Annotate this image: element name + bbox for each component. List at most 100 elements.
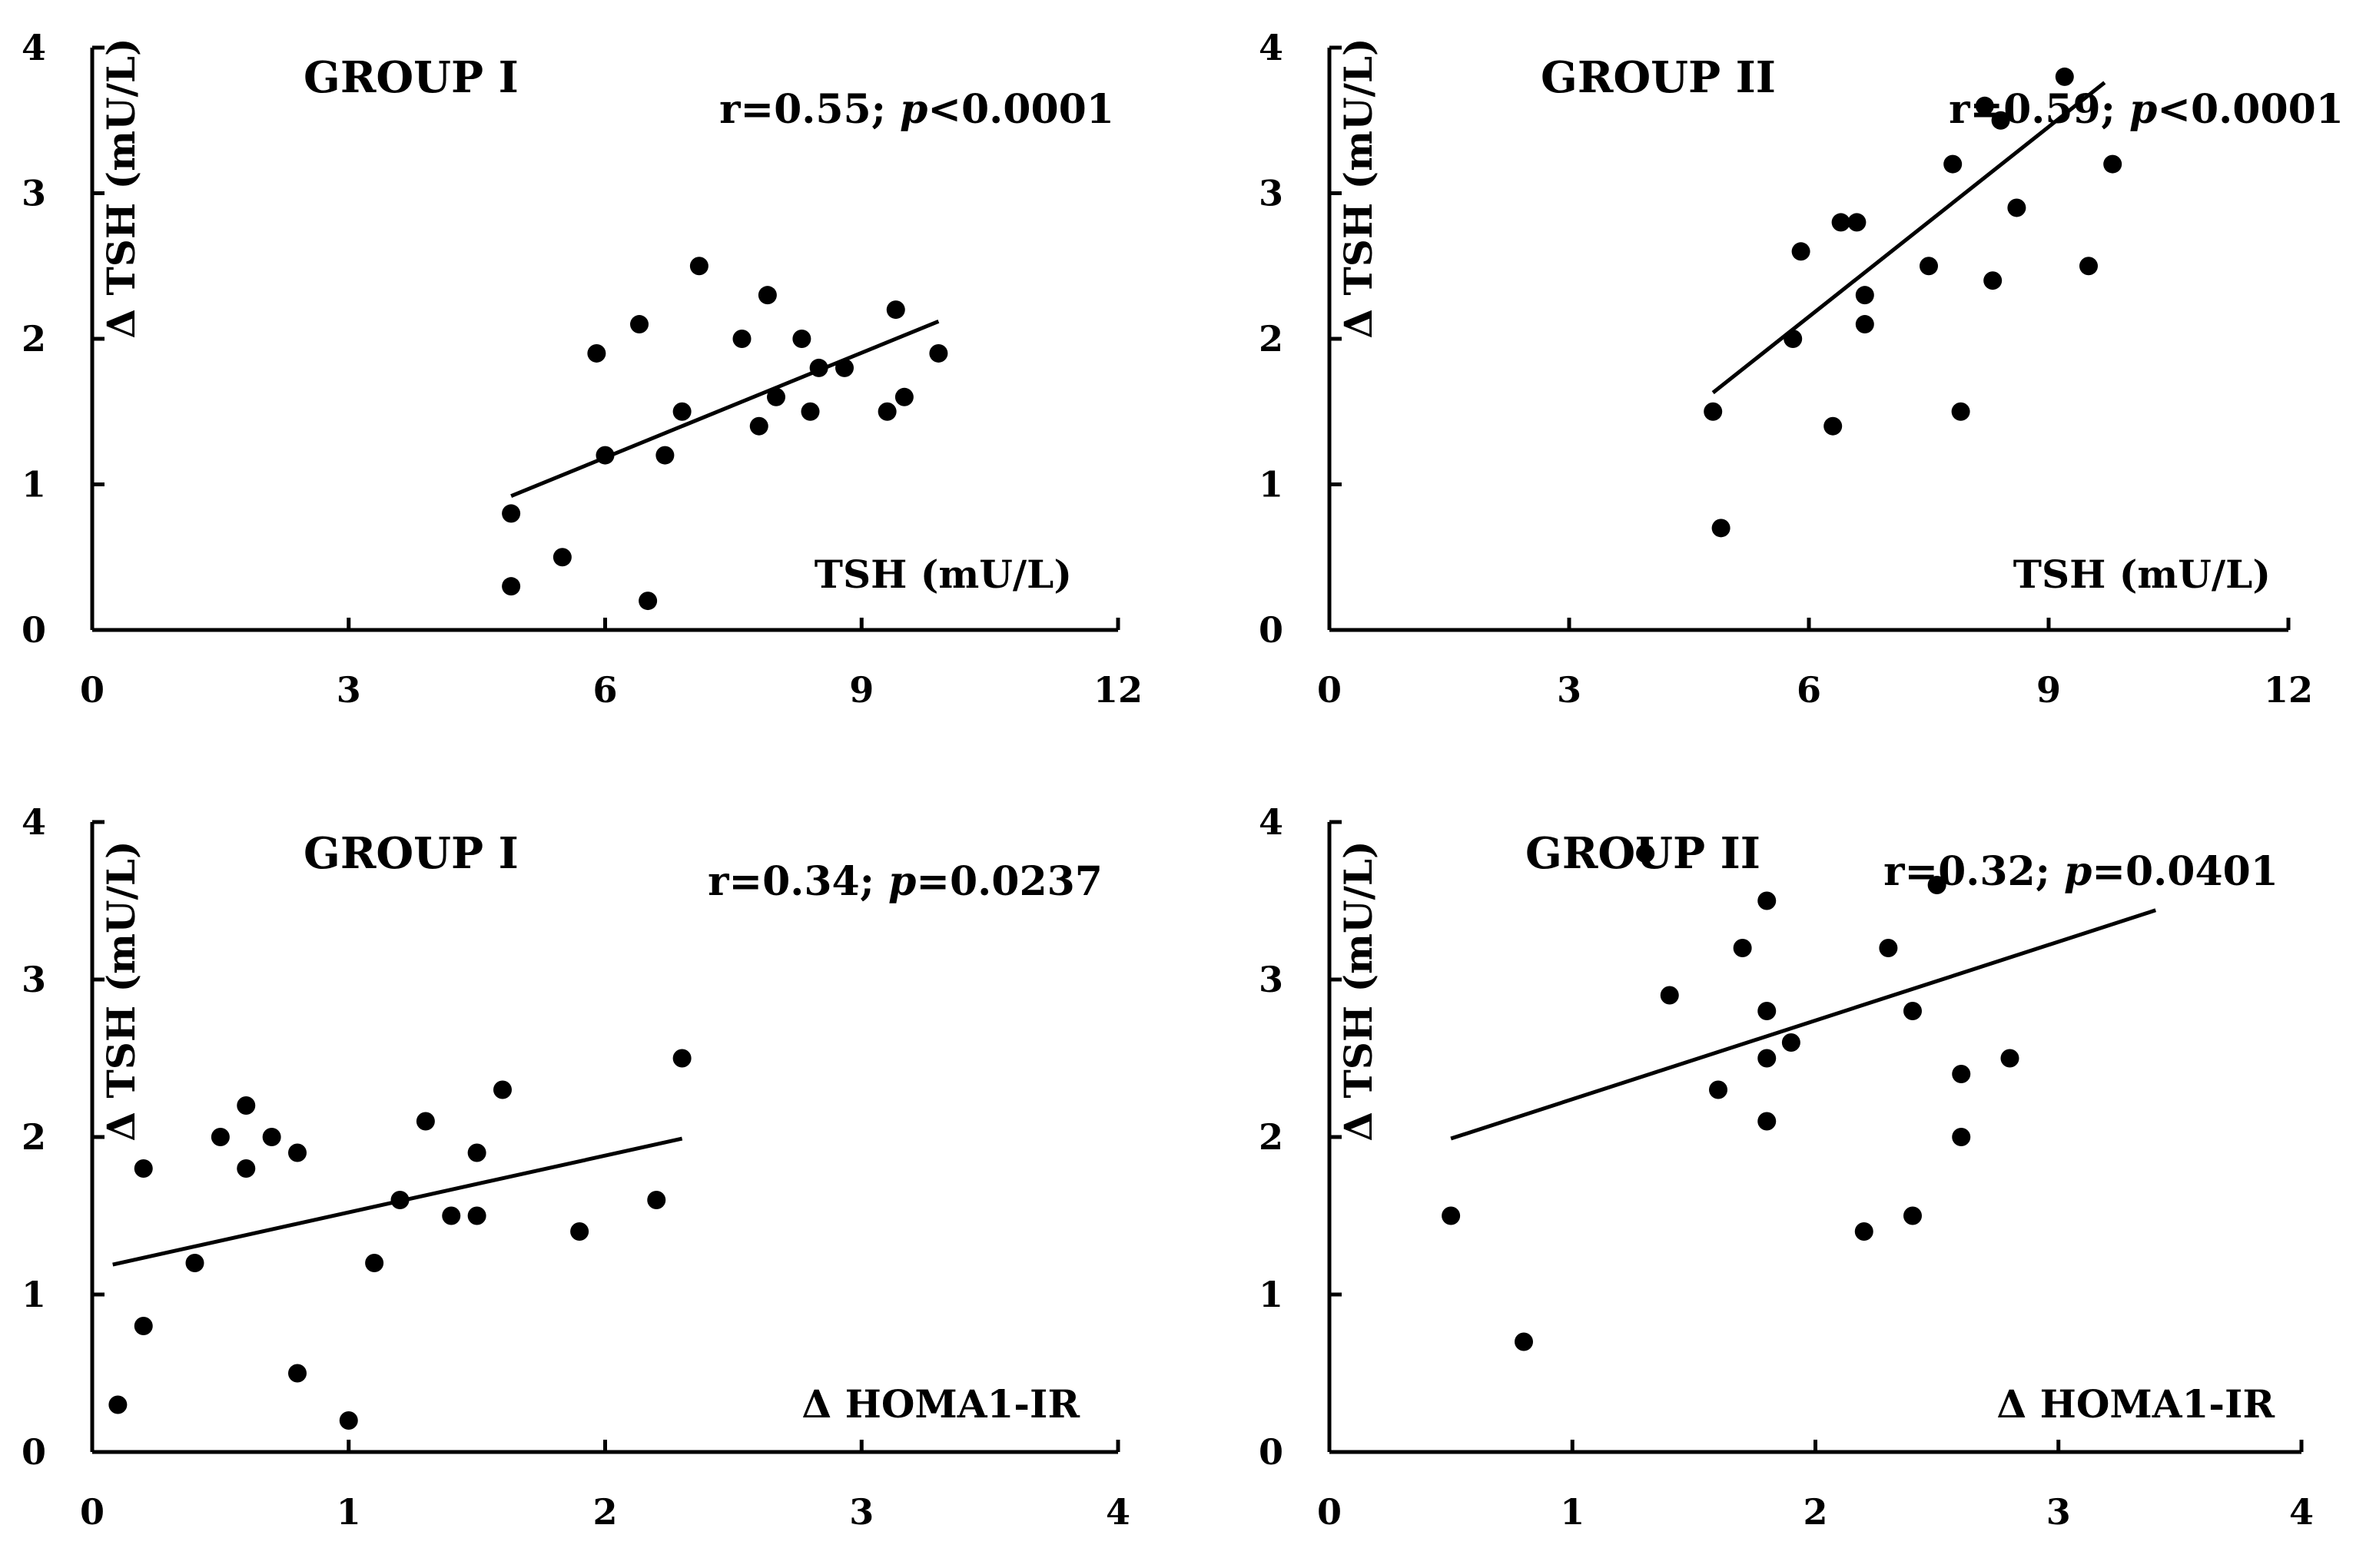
x-tick-label: 0	[80, 1491, 105, 1533]
y-tick-label: 4	[1259, 27, 1283, 68]
data-point	[886, 300, 905, 320]
data-point	[1855, 315, 1874, 334]
data-point	[1757, 1049, 1777, 1068]
data-point	[1704, 402, 1723, 421]
data-point	[1983, 271, 2003, 290]
data-point	[493, 1080, 512, 1099]
data-point	[1442, 1206, 1461, 1225]
x-tick-label: 6	[592, 669, 617, 711]
data-point	[630, 315, 649, 334]
y-tick-label: 4	[22, 27, 46, 68]
data-point	[596, 446, 615, 465]
data-point	[185, 1254, 204, 1272]
x-tick-label: 3	[1557, 669, 1581, 711]
data-point	[639, 592, 658, 611]
regression-line	[1450, 908, 2157, 1141]
p-symbol: p	[900, 86, 927, 133]
r-value: r=0.59;	[1949, 86, 2129, 133]
y-tick-label: 0	[22, 609, 46, 651]
y-tick-label: 0	[1259, 1431, 1283, 1473]
correlation-stat: r=0.32; p=0.0401	[1883, 848, 2278, 895]
r-value: r=0.55;	[719, 86, 900, 133]
x-tick-label: 1	[1560, 1491, 1585, 1533]
data-point	[1636, 844, 1655, 863]
data-point	[2000, 1049, 2019, 1068]
data-point	[1879, 939, 1898, 957]
panel-3: 0 1 2 3 4 0 1 2 3 4 GROUP I r=0.34; p=0.0237 Δ HOMA1…	[22, 801, 1130, 1533]
y-tick-label: 2	[1259, 1116, 1283, 1158]
regression-line	[510, 319, 940, 498]
data-point	[108, 1395, 128, 1414]
x-tick-label: 4	[1106, 1491, 1130, 1533]
data-point	[1943, 154, 1963, 174]
panel-title: GROUP I	[304, 828, 519, 879]
p-value: <0.0001	[2157, 86, 2344, 133]
y-axis-label: Δ TSH (mU/L)	[98, 38, 144, 338]
y-tick-label: 1	[22, 464, 46, 506]
x-tick-label: 6	[1797, 669, 1821, 711]
y-tick-label: 0	[22, 1431, 46, 1473]
data-point	[1757, 1002, 1777, 1020]
y-tick-label: 3	[22, 173, 46, 214]
data-point	[1975, 96, 1994, 115]
data-point	[672, 1049, 692, 1068]
x-axis-label: Δ HOMA1-IR	[801, 1381, 1080, 1427]
x-tick-label: 12	[2264, 669, 2313, 711]
data-point	[1823, 416, 1843, 436]
data-point	[1711, 519, 1731, 538]
data-point	[2007, 198, 2026, 217]
data-point	[1903, 1206, 1922, 1225]
data-point	[134, 1159, 153, 1178]
data-point	[835, 358, 854, 377]
p-value: =0.0237	[916, 858, 1103, 905]
data-point	[365, 1254, 384, 1272]
data-point	[467, 1143, 486, 1162]
y-tick-label: 0	[1259, 609, 1283, 651]
y-tick-label: 2	[22, 318, 46, 360]
x-tick-label: 3	[337, 669, 361, 711]
data-point	[1920, 257, 1938, 276]
panel-title: GROUP II	[1541, 52, 1776, 103]
y-tick-label: 1	[1259, 464, 1283, 506]
data-point	[792, 330, 811, 348]
data-point	[1660, 986, 1679, 1005]
x-axis-label: TSH (mU/L)	[815, 552, 1072, 597]
y-tick-label: 1	[22, 1274, 46, 1315]
y-tick-label: 3	[1259, 959, 1283, 1000]
data-point	[749, 416, 768, 436]
y-axis-label: Δ TSH (mU/L)	[1336, 840, 1381, 1141]
x-tick-label: 9	[2036, 669, 2061, 711]
data-point	[1854, 1222, 1873, 1241]
data-point	[237, 1159, 256, 1178]
data-point	[570, 1222, 589, 1241]
y-tick-label: 3	[1259, 173, 1283, 214]
regression-line	[1711, 81, 2106, 395]
y-axis-label: Δ TSH (mU/L)	[98, 840, 144, 1141]
data-point	[1733, 939, 1752, 957]
data-point	[878, 402, 897, 421]
data-point	[416, 1112, 435, 1131]
data-point	[1831, 213, 1850, 232]
data-point	[1784, 330, 1803, 348]
data-point	[1952, 1128, 1971, 1146]
data-point	[732, 330, 752, 348]
correlation-stat: r=0.34; p=0.0237	[708, 858, 1103, 905]
y-tick-label: 2	[1259, 318, 1283, 360]
x-tick-label: 4	[2289, 1491, 2314, 1533]
x-tick-label: 9	[849, 669, 874, 711]
data-point	[809, 358, 828, 377]
p-value: <0.0001	[927, 86, 1114, 133]
data-point	[502, 577, 521, 596]
x-tick-label: 12	[1093, 669, 1143, 711]
data-point	[801, 402, 820, 421]
data-point	[672, 402, 692, 421]
y-tick-label: 3	[22, 959, 46, 1000]
data-point	[647, 1191, 666, 1209]
r-value: r=0.32;	[1883, 848, 2064, 895]
data-point	[1927, 876, 1946, 894]
data-point	[1515, 1332, 1533, 1351]
data-point	[929, 343, 948, 363]
